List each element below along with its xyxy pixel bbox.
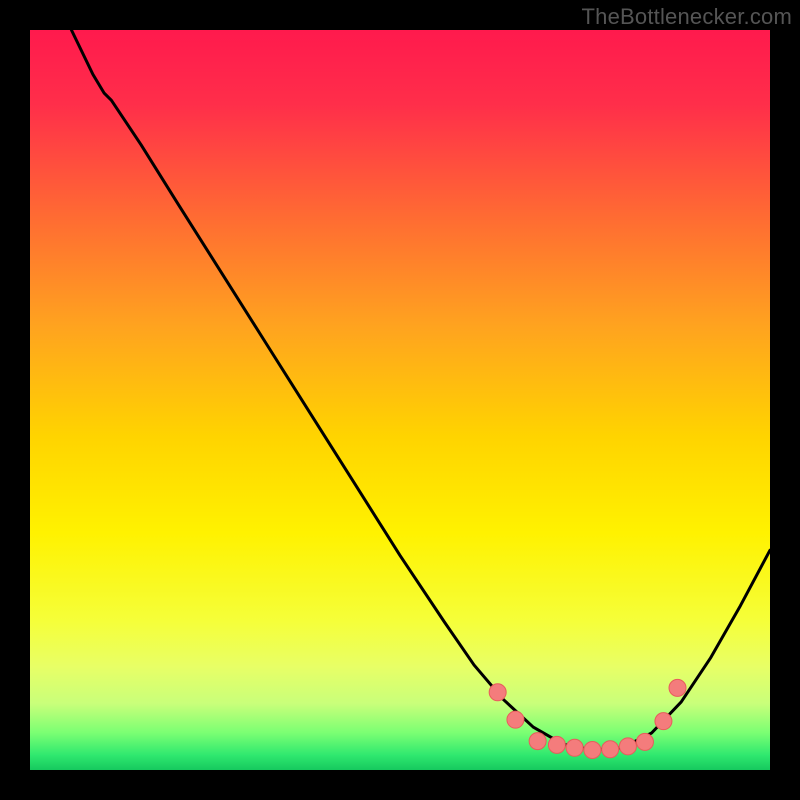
valley-marker [548, 736, 565, 753]
valley-marker [584, 742, 601, 759]
valley-marker [655, 713, 672, 730]
valley-marker [529, 733, 546, 750]
valley-marker [602, 741, 619, 758]
chart-container: TheBottlenecker.com [0, 0, 800, 800]
valley-marker [489, 684, 506, 701]
valley-marker [566, 739, 583, 756]
watermark-label: TheBottlenecker.com [582, 4, 792, 30]
valley-marker [669, 679, 686, 696]
valley-marker [619, 738, 636, 755]
gradient-plot-area [30, 30, 770, 770]
valley-marker [636, 733, 653, 750]
chart-svg [0, 0, 800, 800]
valley-marker [507, 711, 524, 728]
